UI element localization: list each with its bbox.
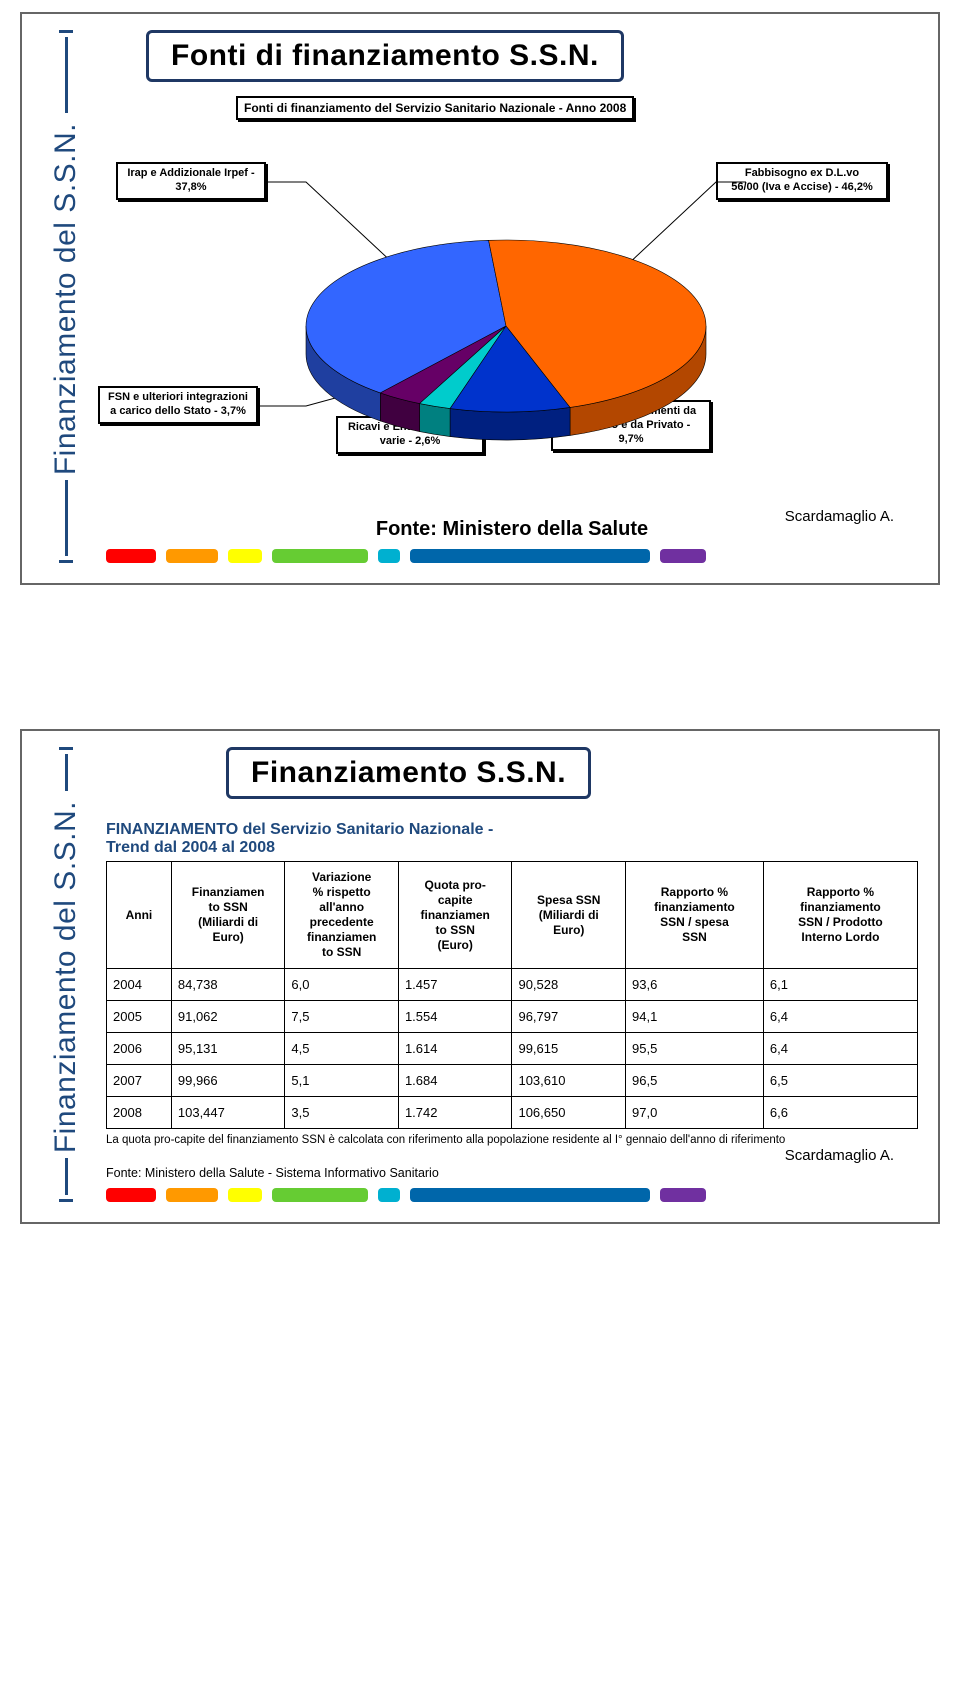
slide-title: Fonti di finanziamento S.S.N. (146, 30, 624, 82)
color-bar (106, 1188, 918, 1202)
vertical-title-text: Finanziamento del S.S.N. (49, 795, 83, 1153)
table-source: Fonte: Ministero della Salute - Sistema … (106, 1166, 918, 1180)
table-row: 200695,1314,51.61499,61595,56,4 (107, 1033, 918, 1065)
table-description: FINANZIAMENTO del Servizio Sanitario Naz… (106, 821, 918, 857)
table-header: Variazione% rispettoall'annoprecedentefi… (285, 862, 399, 969)
table-header: Rapporto %finanziamentoSSN / spesaSSN (626, 862, 764, 969)
table-header: Finanziamento SSN(Miliardi diEuro) (171, 862, 285, 969)
pie-chart: Irap e Addizionale Irpef - 37,8% Fabbiso… (106, 126, 918, 506)
vertical-title: Finanziamento del S.S.N. (42, 747, 90, 1202)
author-label: Scardamaglio A. (785, 508, 894, 525)
slide-title: Finanziamento S.S.N. (226, 747, 591, 799)
pie-svg (296, 226, 716, 466)
table-header: Spesa SSN(Miliardi diEuro) (512, 862, 626, 969)
color-bar (106, 549, 918, 563)
vertical-title: Finanziamento del S.S.N. (42, 30, 90, 563)
table-header: Rapporto %finanziamentoSSN / ProdottoInt… (763, 862, 917, 969)
table-header: Quota pro-capitefinanziamento SSN(Euro) (398, 862, 512, 969)
table-row: 200484,7386,01.45790,52893,66,1 (107, 969, 918, 1001)
table-row: 2008103,4473,51.742106,65097,06,6 (107, 1097, 918, 1129)
slide-2-table: Finanziamento del S.S.N. Finanziamento S… (20, 729, 940, 1224)
author-label: Scardamaglio A. (785, 1147, 894, 1164)
table-row: 200799,9665,11.684103,61096,56,5 (107, 1065, 918, 1097)
chart-subtitle: Fonti di finanziamento del Servizio Sani… (236, 96, 634, 120)
table-header: Anni (107, 862, 172, 969)
slide-1-pie: Finanziamento del S.S.N. Fonti di finanz… (20, 12, 940, 585)
table-footnote: La quota pro-capite del finanziamento SS… (106, 1133, 918, 1148)
financing-trend-table: AnniFinanziamento SSN(Miliardi diEuro)Va… (106, 861, 918, 1129)
vertical-title-text: Finanziamento del S.S.N. (49, 117, 83, 475)
table-row: 200591,0627,51.55496,79794,16,4 (107, 1001, 918, 1033)
